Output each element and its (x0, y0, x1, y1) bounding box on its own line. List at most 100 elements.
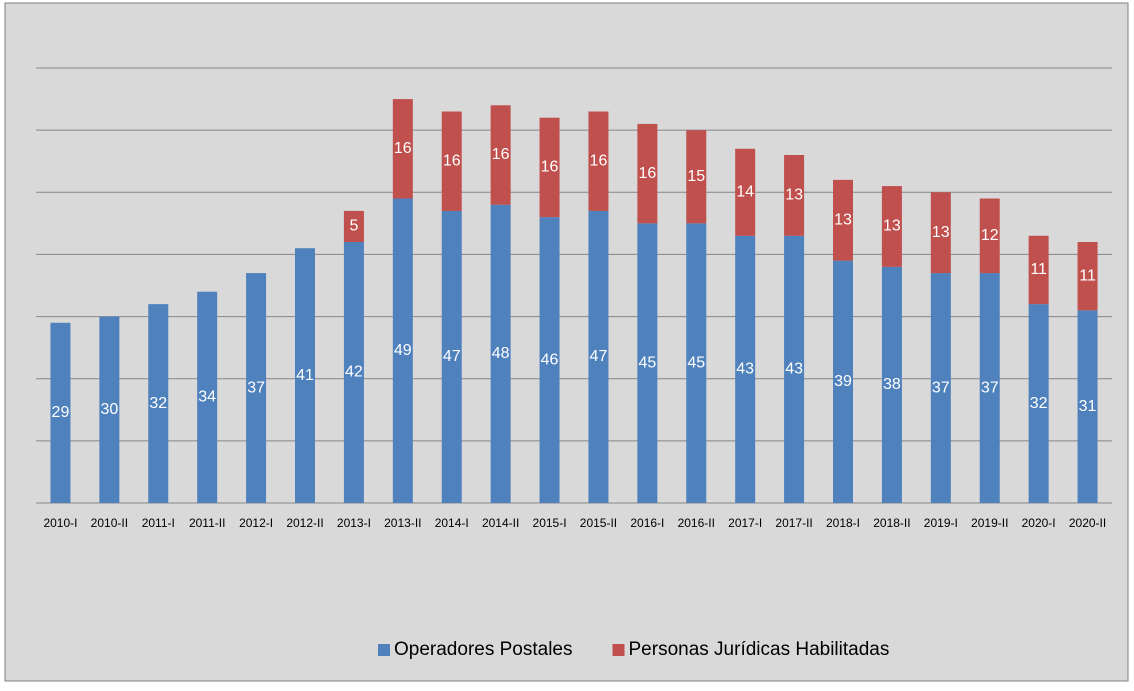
data-label: 45 (638, 354, 656, 371)
data-label: 16 (590, 152, 608, 169)
bar-segment (50, 322, 71, 503)
data-label: 48 (492, 345, 510, 362)
x-tick-label: 2015-I (533, 516, 567, 530)
data-label: 32 (149, 395, 167, 412)
x-tick-label: 2015-II (580, 516, 617, 530)
bar-segment (539, 117, 560, 218)
x-tick-label: 2010-II (91, 516, 128, 530)
data-label: 13 (834, 211, 852, 228)
data-label: 12 (981, 227, 999, 244)
data-label: 37 (981, 379, 999, 396)
bar-segment (1028, 304, 1049, 503)
legend-swatch (612, 644, 625, 656)
bar-segment (930, 273, 951, 503)
x-tick-label: 2012-II (286, 516, 323, 530)
bar-segment (197, 291, 218, 503)
bar-segment (246, 273, 267, 503)
data-label: 11 (1030, 261, 1047, 278)
chart-frame (4, 2, 1129, 682)
data-label: 15 (687, 168, 705, 185)
data-label: 39 (834, 373, 852, 390)
data-label: 32 (1030, 395, 1048, 412)
data-label: 13 (883, 218, 901, 235)
data-label: 49 (394, 342, 412, 359)
data-label: 43 (736, 361, 754, 378)
bar-segment (833, 260, 853, 503)
bar-segment (392, 99, 413, 199)
data-label: 5 (349, 218, 358, 235)
bar-segment (833, 179, 853, 261)
x-tick-label: 2010-I (43, 516, 77, 530)
data-label: 34 (198, 389, 216, 406)
x-tick-label: 2013-I (337, 516, 371, 530)
bar-segment (99, 316, 120, 503)
legend-label: Personas Jurídicas Habilitadas (629, 639, 890, 660)
bar-segment (343, 210, 364, 242)
legend-swatch (378, 644, 390, 656)
x-tick-label: 2011-II (189, 516, 225, 530)
data-label: 16 (443, 152, 461, 169)
bar-segment (637, 123, 658, 224)
bar-segment (1028, 235, 1049, 305)
x-tick-label: 2014-II (482, 516, 519, 530)
data-label: 16 (492, 146, 510, 163)
bar-segment (588, 210, 609, 503)
data-label: 37 (247, 379, 265, 396)
data-label: 16 (638, 165, 656, 182)
data-label: 16 (541, 159, 559, 176)
bar-segment (881, 266, 902, 503)
x-tick-label: 2018-II (873, 516, 910, 530)
x-tick-label: 2019-II (971, 516, 1008, 530)
bar-segment (343, 242, 364, 503)
data-label: 46 (541, 351, 559, 368)
data-label: 16 (394, 140, 412, 157)
bar-segment (735, 148, 756, 236)
x-tick-label: 2013-II (384, 516, 421, 530)
bar-segment (979, 198, 1000, 274)
x-tick-label: 2017-II (775, 516, 812, 530)
data-label: 13 (932, 224, 950, 241)
x-tick-label: 2016-I (630, 516, 664, 530)
data-label: 47 (590, 348, 608, 365)
bar-segment (1077, 310, 1098, 503)
x-tick-label: 2014-I (435, 516, 469, 530)
x-tick-label: 2020-I (1022, 516, 1056, 530)
data-label: 45 (687, 354, 705, 371)
bar-segment (490, 204, 511, 503)
bar-segment (637, 223, 658, 503)
x-tick-label: 2018-I (826, 516, 860, 530)
x-tick-label: 2020-II (1069, 516, 1106, 530)
bar-segment (490, 105, 511, 205)
bar-segment (539, 217, 560, 503)
x-tick-label: 2017-I (728, 516, 762, 530)
x-tick-label: 2016-II (678, 516, 715, 530)
data-label: 41 (296, 367, 314, 384)
x-tick-label: 2011-I (142, 516, 175, 530)
data-label: 38 (883, 376, 901, 393)
data-label: 11 (1079, 267, 1096, 284)
legend-label: Operadores Postales (394, 639, 573, 660)
bar-segment (441, 210, 462, 503)
bar-segment (979, 273, 1000, 503)
bar-segment (392, 198, 413, 503)
data-label: 29 (52, 404, 70, 421)
bar-segment (1077, 242, 1098, 311)
x-tick-label: 2019-I (924, 516, 958, 530)
x-tick-label: 2012-I (239, 516, 273, 530)
data-label: 13 (785, 187, 803, 204)
bar-segment (784, 155, 805, 236)
bar-segment (930, 192, 951, 274)
data-label: 42 (345, 364, 363, 381)
bar-segment (148, 304, 169, 503)
data-label: 14 (736, 184, 754, 201)
bar-segment (686, 223, 707, 503)
bar-segment (588, 111, 609, 211)
bar-segment (686, 130, 707, 224)
data-label: 37 (932, 379, 950, 396)
bar-segment (735, 235, 756, 504)
data-label: 30 (100, 401, 118, 418)
data-label: 31 (1079, 398, 1097, 415)
data-label: 43 (785, 361, 803, 378)
bar-segment (295, 248, 315, 503)
